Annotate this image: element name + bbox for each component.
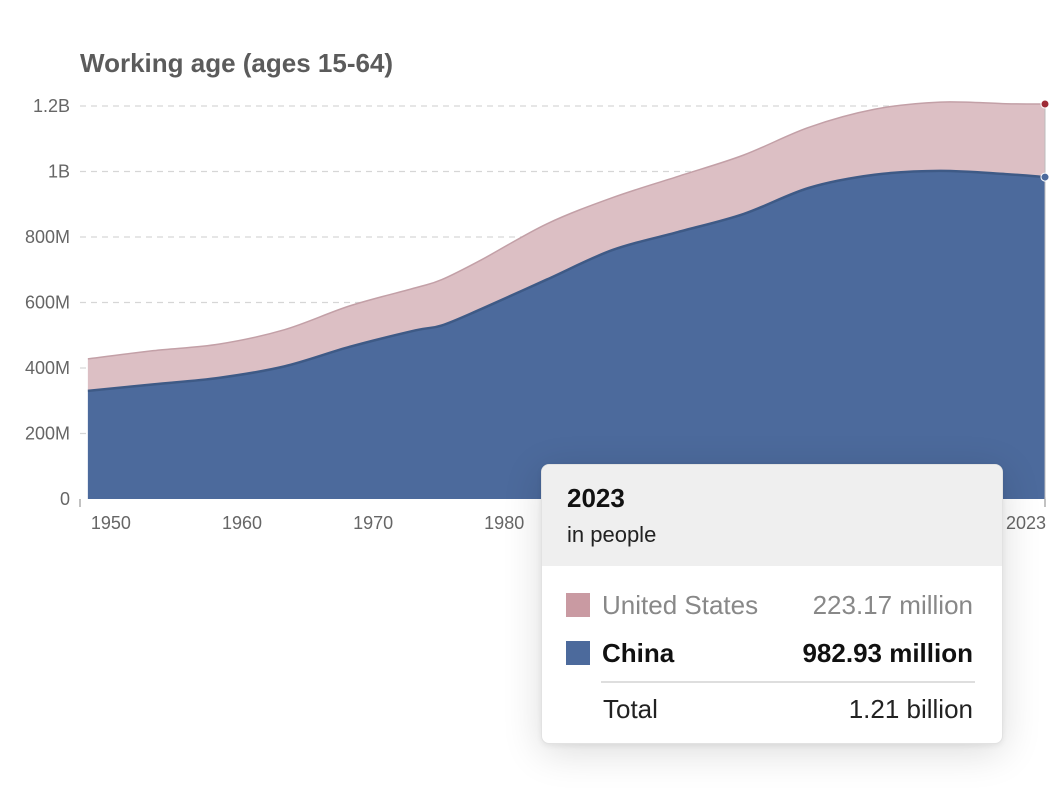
tooltip-series-name: China (602, 637, 675, 668)
marker-china (1040, 172, 1050, 182)
y-tick-label: 800M (25, 227, 70, 247)
tooltip-series-value: 982.93 million (802, 637, 973, 668)
tooltip-total-label: Total (603, 693, 658, 724)
x-tick-label: 1950 (91, 513, 131, 533)
area-series[interactable] (87, 101, 1046, 500)
marker-united-states (1040, 99, 1050, 109)
y-tick-label: 0 (60, 489, 70, 509)
tooltip-unit: in people (567, 522, 657, 547)
x-tick-label: 1980 (484, 513, 524, 533)
y-tick-label: 200M (25, 424, 70, 444)
tooltip-total-value: 1.21 billion (848, 693, 973, 724)
line-china (87, 169, 1046, 393)
x-tick-label: 1970 (353, 513, 393, 533)
tooltip-series-value: 223.17 million (812, 589, 973, 620)
line-united-states (87, 101, 1046, 360)
y-tick-label: 600M (25, 293, 70, 313)
area-united-states[interactable] (87, 101, 1046, 391)
tooltip-row-united-states: United States 223.17 million (566, 588, 973, 622)
x-tick-label: 2023 (1006, 513, 1046, 533)
tooltip-year: 2023 (567, 483, 625, 513)
tooltip-divider (601, 681, 975, 683)
tooltip-row-total: Total 1.21 billion (603, 692, 973, 726)
tooltip-series-name: United States (602, 589, 759, 620)
tick-labels: 0 200M 400M 600M 800M 1B 1.2B 1950 1960 1970 1980 2… (25, 96, 1046, 533)
chart-title: Working age (ages 15-64) (80, 48, 394, 78)
end-markers (1040, 99, 1050, 182)
area-china[interactable] (87, 170, 1046, 500)
y-tick-label: 400M (25, 358, 70, 378)
tooltip: 2023 in people (541, 464, 1003, 744)
tooltip-row-china: China 982.93 million (566, 636, 973, 670)
china-swatch (566, 641, 590, 665)
y-tick-label: 1B (48, 162, 70, 182)
united-states-swatch (566, 593, 590, 617)
x-tick-label: 1960 (222, 513, 262, 533)
tooltip-header: 2023 in people (542, 465, 1002, 566)
axes (79, 102, 1046, 507)
y-tick-label: 1.2B (33, 96, 70, 116)
